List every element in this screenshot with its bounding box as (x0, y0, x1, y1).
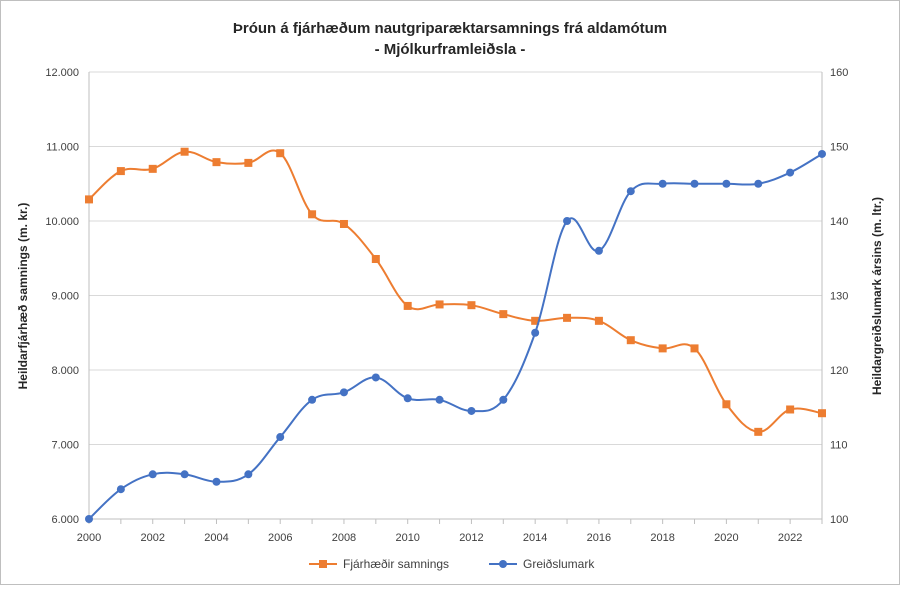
data-point-greidslumark (467, 406, 476, 415)
data-point-greidslumark (212, 477, 221, 486)
data-point-fjarhaedir (276, 149, 285, 158)
data-point-fjarhaedir (499, 310, 508, 319)
axes: 6.000 7.000 8.000 9.000 10.000 11.000 12.000 10… (45, 67, 848, 544)
data-point-greidslumark (403, 394, 412, 403)
data-point-greidslumark (244, 470, 253, 479)
data-point-greidslumark (786, 168, 795, 177)
data-point-fjarhaedir (148, 164, 157, 173)
y-tick-label-left: 6.000 (51, 514, 79, 526)
data-point-greidslumark (818, 149, 826, 158)
data-point-fjarhaedir (754, 427, 763, 436)
y-tick-label-left: 10.000 (45, 216, 79, 228)
data-point-fjarhaedir (116, 167, 125, 176)
y-tick-label-right: 160 (830, 67, 848, 79)
x-tick-label: 2010 (395, 532, 419, 544)
data-point-fjarhaedir (85, 195, 93, 204)
data-point-greidslumark (563, 217, 572, 225)
data-point-greidslumark (180, 470, 189, 479)
legend: Fjárhæðir samnings Greiðslumark (309, 557, 595, 571)
data-point-greidslumark (754, 179, 763, 188)
y-tick-label-right: 120 (830, 365, 848, 377)
data-point-fjarhaedir (594, 316, 603, 325)
data-point-greidslumark (658, 179, 667, 188)
legend-label-fjarhaedir: Fjárhæðir samnings (343, 557, 449, 571)
y-tick-label-right: 110 (830, 440, 848, 452)
data-point-greidslumark (594, 246, 603, 255)
y-axis-right-title: Heildargreiðslumark ársins (m. ltr.) (870, 197, 884, 395)
data-point-greidslumark (722, 179, 731, 188)
data-point-fjarhaedir (786, 405, 795, 414)
data-point-fjarhaedir (722, 400, 731, 409)
series-line-fjarhaedir (88, 149, 823, 433)
data-point-greidslumark (116, 485, 125, 494)
y-tick-label-right: 130 (830, 291, 848, 303)
data-point-fjarhaedir (308, 210, 317, 219)
data-point-greidslumark (690, 179, 699, 188)
x-tick-label: 2014 (523, 532, 547, 544)
y-tick-label-left: 9.000 (51, 291, 79, 303)
data-point-fjarhaedir (690, 344, 699, 353)
data-point-fjarhaedir (403, 301, 412, 310)
x-tick-label: 2008 (332, 532, 356, 544)
x-tick-label: 2018 (650, 532, 674, 544)
data-point-greidslumark (371, 373, 380, 382)
y-axis-left-title: Heildarfjárhæð samnings (m. kr.) (16, 203, 30, 390)
series-layer (85, 147, 826, 523)
data-point-fjarhaedir (626, 336, 635, 345)
data-point-greidslumark (435, 395, 444, 404)
data-point-fjarhaedir (563, 313, 572, 322)
x-tick-label: 2016 (587, 532, 611, 544)
y-tick-label-left: 7.000 (51, 440, 79, 452)
data-point-fjarhaedir (180, 147, 189, 156)
legend-label-greidslumark: Greiðslumark (523, 557, 595, 571)
y-tick-label-left: 11.000 (46, 142, 79, 154)
data-point-fjarhaedir (339, 219, 348, 228)
x-tick-label: 2006 (268, 532, 292, 544)
x-tick-label: 2002 (140, 532, 164, 544)
legend-swatch-marker-fjarhaedir (319, 560, 327, 568)
y-tick-label-left: 12.000 (45, 67, 79, 79)
data-point-fjarhaedir (212, 158, 221, 167)
series-line-greidslumark (88, 153, 823, 520)
data-point-greidslumark (531, 328, 540, 337)
legend-swatch-marker-greidslumark (499, 560, 507, 568)
x-tick-label: 2012 (459, 532, 483, 544)
data-point-fjarhaedir (467, 301, 476, 310)
y-tick-label-right: 140 (830, 216, 848, 228)
data-point-fjarhaedir (531, 316, 540, 325)
data-point-greidslumark (308, 395, 317, 404)
data-point-fjarhaedir (244, 158, 253, 167)
data-point-greidslumark (499, 395, 508, 404)
x-tick-label: 2020 (714, 532, 738, 544)
chart-title: Þróun á fjárhæðum nautgriparæktarsamning… (233, 20, 667, 37)
data-point-fjarhaedir (818, 409, 826, 418)
data-point-fjarhaedir (658, 344, 667, 353)
data-point-fjarhaedir (371, 254, 380, 263)
y-tick-label-right: 150 (830, 142, 848, 154)
y-tick-label-right: 100 (830, 514, 848, 526)
data-point-greidslumark (276, 433, 285, 442)
x-tick-label: 2000 (77, 532, 101, 544)
data-point-greidslumark (626, 187, 635, 196)
y-tick-label-left: 8.000 (51, 365, 79, 377)
data-point-greidslumark (85, 515, 93, 523)
data-point-greidslumark (339, 388, 348, 397)
x-tick-label: 2004 (204, 532, 228, 544)
chart-subtitle: - Mjólkurframleiðsla - (375, 41, 526, 58)
data-point-greidslumark (148, 470, 157, 479)
data-point-fjarhaedir (435, 300, 444, 309)
gridlines (89, 71, 822, 520)
x-tick-label: 2022 (778, 532, 802, 544)
